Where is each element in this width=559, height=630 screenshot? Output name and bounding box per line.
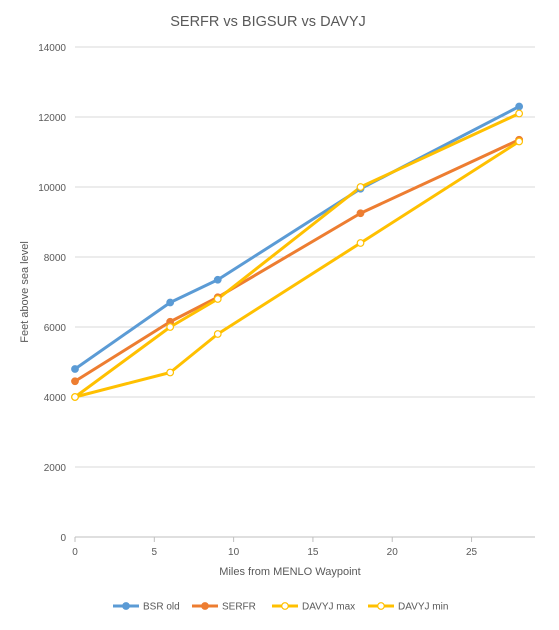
- legend-swatch-marker: [281, 602, 289, 610]
- data-point: [515, 102, 524, 111]
- x-tick-label: 5: [152, 547, 158, 558]
- series-line-3: [73, 140, 521, 399]
- data-point: [213, 330, 222, 338]
- plot-area: [71, 102, 524, 401]
- data-point: [356, 183, 365, 191]
- y-tick-label: 10000: [38, 183, 66, 194]
- y-tick-label: 8000: [44, 253, 67, 264]
- chart-title: SERFR vs BIGSUR vs DAVYJ: [170, 14, 366, 30]
- legend: BSR old SERFR DAVYJ max DAVYJ min: [113, 602, 448, 613]
- data-point: [356, 209, 365, 218]
- series-line-2: [73, 112, 521, 399]
- data-point: [166, 323, 175, 331]
- legend-label: SERFR: [222, 602, 256, 613]
- y-tick-label: 0: [60, 533, 66, 544]
- x-tick-label: 20: [387, 547, 399, 558]
- gridlines: [75, 46, 535, 468]
- data-point: [356, 239, 365, 247]
- y-tick-label: 12000: [38, 113, 66, 124]
- legend-swatch-marker: [201, 602, 209, 610]
- data-point: [71, 393, 79, 401]
- legend-label: DAVYJ max: [302, 602, 355, 613]
- x-tick-label: 0: [72, 547, 78, 558]
- y-tick-label: 2000: [44, 463, 67, 474]
- data-point: [166, 298, 175, 307]
- y-tick-label: 14000: [38, 43, 66, 54]
- legend-swatch-marker: [377, 602, 385, 610]
- y-axis-label: Feet above sea level: [19, 241, 31, 343]
- x-axis-label: Miles from MENLO Waypoint: [219, 566, 360, 578]
- axes: 0 2000 4000 6000 8000 10000 12000 14000 0 5 10 15 20…: [38, 43, 535, 558]
- data-point: [71, 365, 79, 373]
- legend-label: DAVYJ min: [398, 602, 448, 613]
- legend-label: BSR old: [143, 602, 180, 613]
- data-point: [213, 275, 222, 284]
- data-point: [213, 295, 222, 303]
- x-tick-label: 25: [466, 547, 478, 558]
- data-point: [71, 377, 79, 386]
- x-tick-label: 10: [228, 547, 240, 558]
- data-point: [515, 137, 524, 146]
- data-point: [166, 368, 175, 377]
- x-tick-label: 15: [307, 547, 319, 558]
- y-tick-label: 4000: [44, 393, 67, 404]
- legend-swatch-marker: [122, 602, 130, 610]
- data-point: [515, 109, 524, 118]
- series-line-1: [73, 138, 521, 383]
- y-tick-label: 6000: [44, 323, 67, 334]
